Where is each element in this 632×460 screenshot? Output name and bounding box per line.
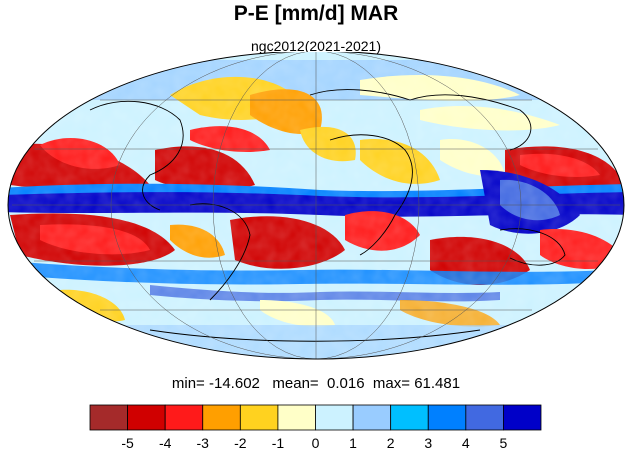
colorbar-tick-label: -4 (159, 435, 172, 451)
mean-label: mean= (272, 375, 319, 392)
coastline (89, 100, 184, 211)
colorbar-tick-label: -5 (121, 435, 134, 451)
min-value: -14.602 (209, 375, 260, 392)
colorbar-swatch (390, 404, 429, 431)
colorbar-swatch (503, 404, 542, 431)
min-label: min= (171, 375, 205, 392)
colorbar-swatch (277, 404, 316, 431)
colorbar-swatch (127, 404, 166, 431)
colorbar-tick-label: -3 (197, 435, 210, 451)
colorbar-tick-label: -1 (272, 435, 285, 451)
colorbar-swatch (315, 404, 354, 431)
max-label: max= (372, 375, 411, 392)
colorbar-swatch (427, 404, 467, 431)
max-value: 61.481 (414, 375, 461, 392)
map-subtitle: ngc2012(2021-2021) (251, 38, 381, 54)
colorbar-swatch (465, 404, 504, 431)
stats-line: min= -14.602 mean= 0.016 max= 61.481 (0, 375, 632, 392)
colorbar-swatch (164, 404, 204, 431)
colorbar-tick-label: 1 (349, 435, 357, 451)
colorbar-swatch (239, 404, 279, 431)
coastline (149, 329, 481, 342)
coastline (499, 228, 566, 266)
mean-value: 0.016 (327, 375, 365, 392)
colorbar-tick-label: -2 (234, 435, 247, 451)
coastline (309, 89, 532, 151)
colorbar-tick-label: 5 (500, 435, 508, 451)
coastline (329, 134, 413, 256)
map-title: P-E [mm/d] MAR (233, 2, 399, 25)
colorbar-tick-label: 0 (312, 435, 320, 451)
colorbar-swatch (89, 404, 128, 431)
colorbar-tick-label: 4 (462, 435, 470, 451)
colorbar-tick-label: 3 (424, 435, 432, 451)
coastlines (89, 89, 566, 342)
coastline (189, 203, 251, 301)
globe-outline (7, 52, 625, 360)
colorbar-swatch (202, 404, 241, 431)
colorbar-tick-label: 2 (387, 435, 395, 451)
colorbar-swatch (352, 404, 392, 431)
pe-map (7, 52, 625, 360)
colorbar: -5 -4 -3 -2 -1 0 1 2 3 4 5 (89, 404, 542, 451)
